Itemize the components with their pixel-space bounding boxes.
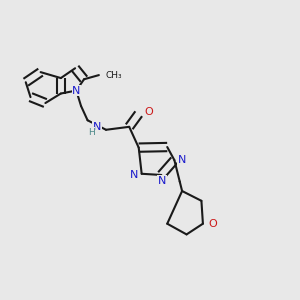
Text: N: N bbox=[93, 122, 101, 132]
Text: O: O bbox=[208, 219, 217, 229]
Text: H: H bbox=[88, 128, 95, 137]
Text: CH₃: CH₃ bbox=[105, 70, 122, 80]
Text: N: N bbox=[178, 155, 186, 165]
Text: N: N bbox=[130, 170, 139, 180]
Text: N: N bbox=[158, 176, 166, 186]
Text: N: N bbox=[72, 85, 80, 96]
Text: O: O bbox=[144, 107, 153, 117]
